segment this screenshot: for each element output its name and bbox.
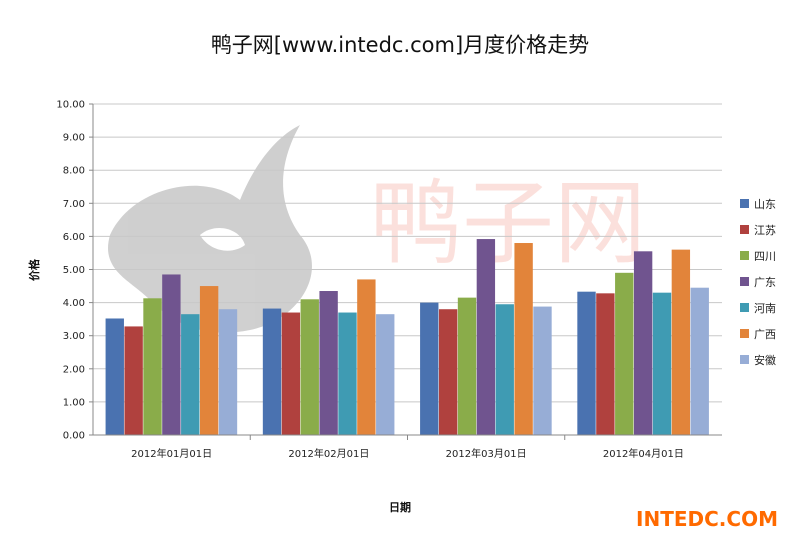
- x-tick-label: 2012年02月01日: [288, 447, 369, 460]
- bar-河南-4: [652, 292, 672, 435]
- x-tick-label: 2012年03月01日: [446, 447, 527, 460]
- bar-山东-1: [105, 318, 124, 435]
- bar-广东-4: [633, 251, 653, 435]
- y-tick-label: 1.00: [63, 397, 85, 408]
- x-axis-ticks: 2012年01月01日 2012年02月01日 2012年03月01日 2012年04…: [131, 435, 684, 460]
- legend-swatch: [740, 329, 749, 338]
- y-tick-label: 6.00: [63, 232, 85, 243]
- bar-安徽-2: [376, 314, 395, 435]
- y-tick-label: 2.00: [63, 364, 85, 375]
- bar-江苏-4: [596, 293, 615, 435]
- y-axis-ticks: 0.00 1.00 2.00 3.00 4.00 5.00 6.00 7.00 8.00 9.00…: [56, 100, 93, 442]
- y-tick-label: 3.00: [63, 331, 85, 342]
- legend-label: 四川: [754, 250, 776, 263]
- bar-河南-2: [338, 312, 357, 435]
- bar-河南-3: [495, 304, 514, 435]
- bar-四川-3: [457, 297, 477, 435]
- chart-title: 鸭子网[www.intedc.com]月度价格走势: [211, 33, 589, 57]
- x-axis-title: 日期: [389, 500, 411, 514]
- y-tick-label: 9.00: [63, 133, 85, 144]
- bar-四川-4: [615, 272, 634, 435]
- legend-swatch: [740, 225, 749, 234]
- y-tick-label: 8.00: [63, 166, 85, 177]
- bars: [105, 239, 709, 435]
- bar-江苏-1: [124, 326, 143, 435]
- y-tick-label: 0.00: [63, 431, 85, 442]
- bar-四川-1: [143, 298, 162, 435]
- bar-广西-2: [357, 279, 376, 435]
- y-axis-title: 价格: [27, 258, 41, 281]
- y-tick-label: 5.00: [63, 265, 85, 276]
- bar-四川-2: [300, 299, 319, 435]
- legend-swatch: [740, 303, 749, 312]
- x-tick-label: 2012年04月01日: [603, 447, 684, 460]
- bar-山东-4: [577, 291, 596, 435]
- bar-安徽-1: [218, 309, 238, 435]
- bar-广西-1: [199, 286, 219, 435]
- bar-河南-1: [181, 314, 200, 435]
- legend-label: 山东: [754, 198, 776, 211]
- legend-label: 河南: [754, 302, 776, 315]
- bar-安徽-4: [690, 287, 709, 435]
- y-tick-label: 10.00: [56, 100, 85, 111]
- bar-广东-1: [162, 274, 181, 435]
- duck-logo-shape: [108, 125, 312, 333]
- y-tick-label: 7.00: [63, 199, 85, 210]
- bar-安徽-3: [533, 306, 552, 435]
- legend-label: 安徽: [754, 353, 776, 367]
- bar-江苏-3: [438, 309, 458, 435]
- bar-广东-2: [319, 291, 338, 435]
- bar-江苏-2: [281, 312, 301, 435]
- bar-山东-2: [262, 308, 282, 435]
- bar-广西-3: [514, 243, 533, 435]
- watermark-logo: 鸭子网: [108, 125, 646, 333]
- legend-label: 广东: [754, 276, 776, 289]
- bar-广东-3: [476, 239, 496, 435]
- bar-山东-3: [420, 302, 439, 435]
- bar-广西-4: [671, 249, 691, 435]
- legend-swatch: [740, 355, 749, 364]
- brand-watermark: INTEDC.COM: [636, 507, 778, 531]
- watermark-logo-text: 鸭子网: [370, 170, 646, 277]
- legend-label: 广西: [754, 328, 776, 341]
- legend-swatch: [740, 277, 749, 286]
- legend-label: 江苏: [754, 224, 776, 237]
- legend-swatch: [740, 251, 749, 260]
- y-tick-label: 4.00: [63, 298, 85, 309]
- legend-swatch: [740, 199, 749, 208]
- duck-eye-shape: [200, 227, 245, 251]
- x-tick-label: 2012年01月01日: [131, 447, 212, 460]
